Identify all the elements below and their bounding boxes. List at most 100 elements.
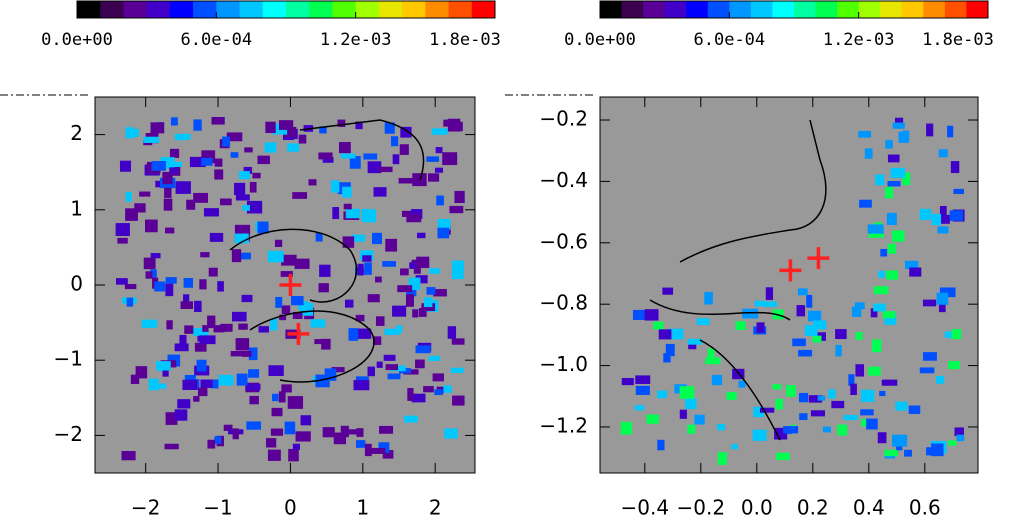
map-pixel [281, 305, 291, 314]
map-pixel [367, 294, 380, 303]
map-pixel [413, 261, 421, 274]
map-pixel [694, 414, 705, 425]
map-pixel [258, 326, 269, 333]
map-pixel [861, 419, 868, 427]
map-pixel [331, 367, 345, 373]
map-pixel [371, 447, 386, 454]
colorbar-swatch [309, 1, 333, 18]
map-pixel [454, 190, 465, 204]
map-pixel [235, 194, 250, 201]
map-pixel [236, 373, 248, 386]
map-pixel [679, 409, 687, 419]
map-pixel [735, 321, 746, 330]
colorbar-frame [599, 0, 989, 19]
map-pixel [162, 171, 173, 185]
map-pixel [165, 412, 178, 425]
map-pixel [364, 262, 372, 275]
map-pixel [400, 126, 412, 138]
map-pixel [197, 335, 213, 342]
map-pixel [423, 297, 433, 308]
map-pixel [868, 366, 881, 376]
x-tick-label: −1 [203, 496, 232, 520]
map-pixel [657, 439, 665, 451]
map-pixel [432, 373, 444, 382]
map-pixel [797, 288, 808, 296]
map-pixel [886, 212, 897, 225]
colorbar-swatch [815, 1, 838, 18]
map-pixel [150, 122, 165, 134]
colorbar-swatch [77, 1, 101, 18]
map-pixel [873, 286, 889, 295]
map-pixel [203, 208, 220, 217]
map-pixel [411, 259, 426, 268]
x-tick-label: 2 [429, 496, 442, 520]
map-pixel [904, 449, 912, 457]
map-pixel [397, 285, 413, 293]
map-pixel [332, 207, 340, 220]
map-pixel [238, 171, 250, 180]
colorbar-tick-label: 1.2e-03 [823, 30, 895, 50]
map-pixel [139, 191, 151, 197]
map-pixel [433, 289, 447, 297]
map-pixel [201, 157, 213, 166]
map-pixel [174, 343, 189, 352]
map-pixel [711, 374, 723, 386]
map-pixel [193, 192, 209, 203]
map-pixel [383, 354, 396, 361]
map-pixel [428, 173, 440, 182]
map-pixel [145, 271, 153, 279]
colorbar-swatch [100, 1, 124, 18]
map-pixel [775, 398, 783, 410]
map-pixel [405, 294, 414, 307]
map-pixel [324, 368, 337, 381]
map-pixel [895, 401, 908, 411]
map-pixel [950, 161, 960, 174]
map-pixel [390, 136, 399, 147]
map-pixel [653, 321, 664, 330]
map-pixel [265, 121, 276, 134]
map-pixel [279, 314, 287, 321]
map-pixel [319, 264, 331, 277]
map-pixel [931, 213, 942, 226]
map-pixel [415, 359, 425, 369]
map-pixel [953, 188, 965, 194]
map-pixel [931, 443, 944, 457]
map-pixel [663, 353, 671, 363]
map-pixel [864, 148, 873, 159]
map-pixel [783, 426, 799, 434]
map-pixel [252, 172, 261, 179]
map-pixel [756, 322, 765, 333]
map-pixel [813, 320, 827, 330]
map-pixel [356, 428, 364, 437]
map-pixel [230, 350, 246, 357]
map-pixel [333, 432, 347, 445]
map-pixel [621, 378, 634, 386]
map-pixel [143, 257, 156, 270]
map-pixel [956, 434, 965, 442]
map-pixel [919, 367, 935, 374]
map-pixel [947, 125, 954, 138]
map-pixel [426, 156, 440, 162]
colorbar-swatch [471, 1, 496, 18]
map-pixel [291, 296, 304, 306]
x-tick-label: 0.4 [853, 496, 885, 520]
map-pixel [885, 140, 893, 149]
map-pixel [235, 338, 250, 351]
map-pixel [884, 449, 899, 457]
map-pixel [378, 166, 393, 173]
map-pixel [157, 383, 167, 389]
map-pixel [417, 232, 426, 239]
map-pixel [284, 421, 296, 435]
map-pixel [817, 395, 826, 401]
colorbar-tick-label: 0.0e+00 [564, 30, 636, 50]
map-pixel [431, 128, 448, 135]
marker [779, 259, 802, 282]
map-pixel [437, 219, 451, 230]
map-pixel [873, 303, 886, 312]
map-pixel [731, 444, 738, 450]
map-pixel [837, 424, 848, 436]
colorbar-frame [76, 0, 496, 19]
map-pixel [267, 250, 284, 263]
map-pixel [200, 252, 210, 258]
map-pixel [742, 308, 759, 319]
